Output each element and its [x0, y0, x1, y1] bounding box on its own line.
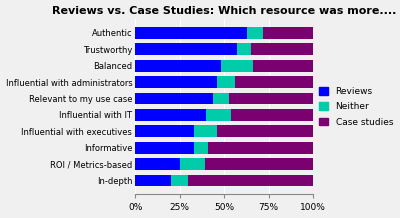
Bar: [247, 27, 263, 39]
Bar: [204, 158, 313, 170]
Bar: [135, 109, 206, 121]
Bar: [135, 125, 194, 137]
Bar: [135, 27, 247, 39]
Bar: [220, 60, 252, 72]
Bar: [231, 109, 313, 121]
Bar: [135, 43, 236, 55]
Bar: [236, 43, 251, 55]
Bar: [214, 93, 230, 104]
Bar: [135, 142, 194, 154]
Bar: [135, 175, 171, 186]
Bar: [188, 175, 313, 186]
Bar: [208, 142, 313, 154]
Bar: [217, 125, 313, 137]
Bar: [135, 60, 220, 72]
Bar: [251, 43, 313, 55]
Bar: [263, 27, 313, 39]
Bar: [135, 76, 217, 88]
Bar: [230, 93, 313, 104]
Bar: [180, 158, 204, 170]
Title: Reviews vs. Case Studies: Which resource was more....: Reviews vs. Case Studies: Which resource…: [52, 5, 396, 15]
Bar: [235, 76, 313, 88]
Bar: [194, 142, 208, 154]
Legend: Reviews, Neither, Case studies: Reviews, Neither, Case studies: [319, 87, 393, 127]
Bar: [135, 158, 180, 170]
Bar: [206, 109, 231, 121]
Bar: [194, 125, 217, 137]
Bar: [252, 60, 313, 72]
Bar: [217, 76, 235, 88]
Bar: [171, 175, 188, 186]
Bar: [135, 93, 214, 104]
